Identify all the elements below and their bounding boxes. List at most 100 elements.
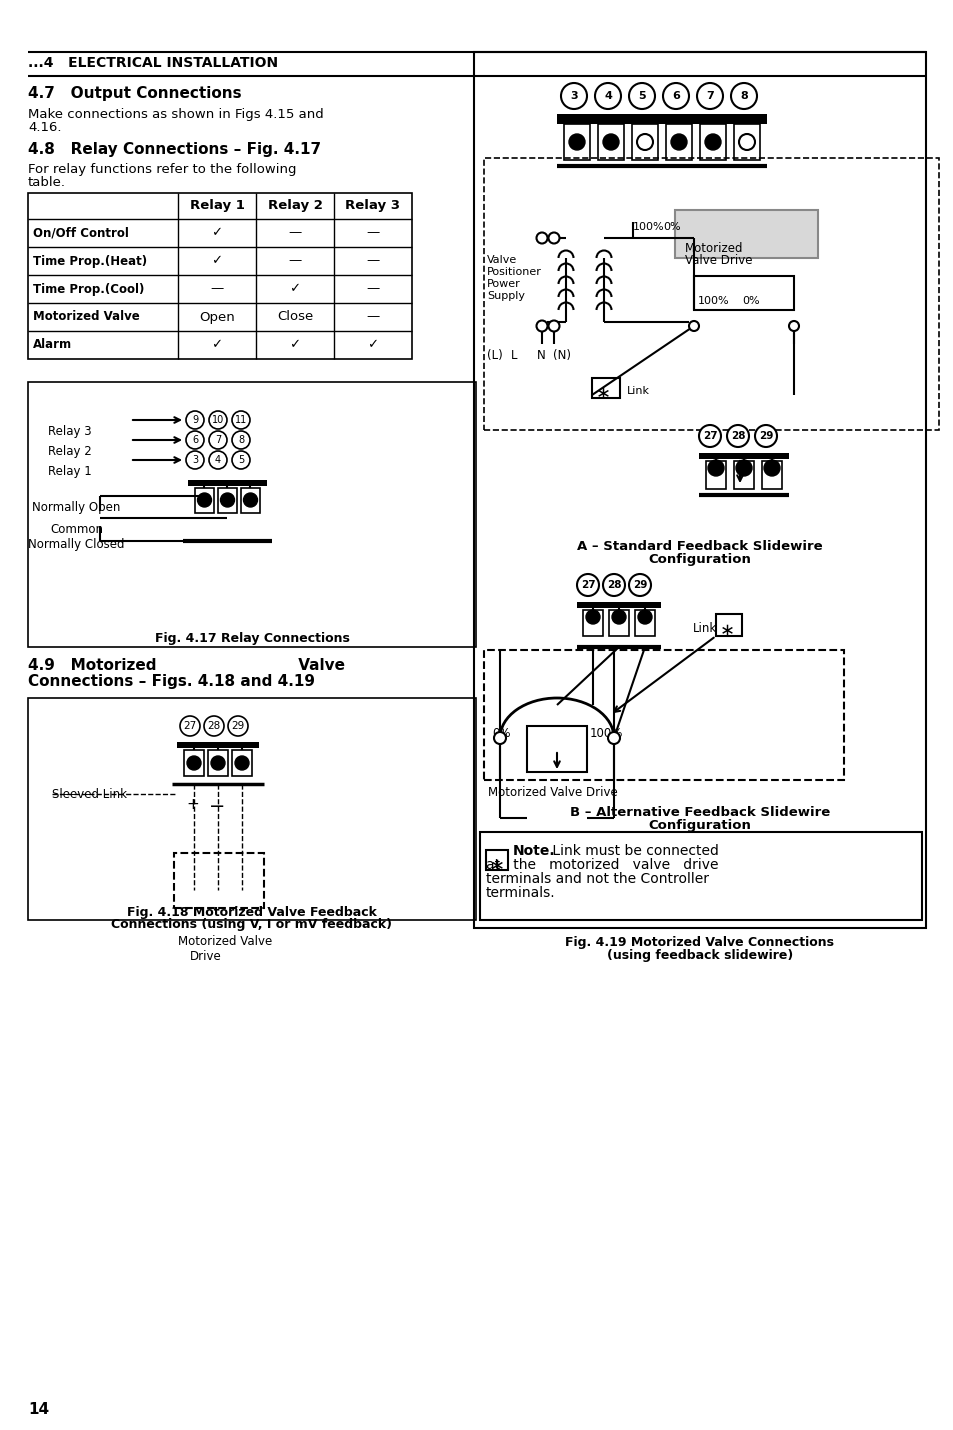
Text: 28: 28 <box>730 430 744 440</box>
Circle shape <box>209 450 227 469</box>
Text: 29: 29 <box>632 581 646 591</box>
Text: 8: 8 <box>740 92 747 102</box>
Text: Configuration: Configuration <box>648 819 751 832</box>
Text: ✓: ✓ <box>289 283 300 296</box>
Circle shape <box>637 134 652 150</box>
Text: Relay 1: Relay 1 <box>190 200 244 213</box>
Text: —: — <box>366 310 379 323</box>
Text: Positioner: Positioner <box>486 267 541 277</box>
Text: On/Off Control: On/Off Control <box>33 226 129 239</box>
Circle shape <box>697 83 722 109</box>
Text: 28: 28 <box>606 581 620 591</box>
Circle shape <box>688 320 699 330</box>
Circle shape <box>186 410 204 429</box>
Bar <box>173 854 264 908</box>
Circle shape <box>228 716 248 736</box>
Bar <box>608 611 628 636</box>
Text: 6: 6 <box>192 435 198 445</box>
Text: —: — <box>366 283 379 296</box>
Bar <box>208 749 228 776</box>
Bar <box>700 124 725 160</box>
Bar <box>28 382 476 646</box>
Text: 27: 27 <box>580 581 595 591</box>
Text: Relay 2: Relay 2 <box>48 445 91 458</box>
Bar <box>761 460 781 489</box>
Bar <box>665 124 691 160</box>
Text: Alarm: Alarm <box>33 339 72 352</box>
Bar <box>28 698 476 919</box>
Bar <box>241 488 260 513</box>
Text: 27: 27 <box>183 721 196 731</box>
Text: 100%: 100% <box>589 726 622 739</box>
Circle shape <box>595 83 620 109</box>
Text: Valve: Valve <box>486 255 517 265</box>
Text: Motorized Valve: Motorized Valve <box>178 935 272 948</box>
Text: 3: 3 <box>192 455 198 465</box>
Circle shape <box>754 425 776 448</box>
Circle shape <box>548 233 558 243</box>
Bar <box>582 611 602 636</box>
Circle shape <box>638 611 651 623</box>
Text: ✓: ✓ <box>367 339 378 352</box>
Circle shape <box>763 460 780 476</box>
Circle shape <box>628 573 650 596</box>
Text: (L): (L) <box>486 349 502 362</box>
Text: 10: 10 <box>212 415 224 425</box>
Text: Make connections as shown in Figs 4.15 and: Make connections as shown in Figs 4.15 a… <box>28 109 323 122</box>
Text: For relay functions refer to the following: For relay functions refer to the followi… <box>28 163 296 176</box>
Text: Motorized Valve Drive: Motorized Valve Drive <box>488 787 618 799</box>
Text: 4.7   Output Connections: 4.7 Output Connections <box>28 86 241 102</box>
Bar <box>483 157 938 430</box>
Circle shape <box>232 430 250 449</box>
Bar <box>28 193 412 359</box>
Text: 11: 11 <box>234 415 247 425</box>
Text: 6: 6 <box>671 92 679 102</box>
Circle shape <box>788 320 799 330</box>
Text: Power: Power <box>486 279 520 289</box>
Text: ✓: ✓ <box>212 255 222 267</box>
Text: N: N <box>537 349 545 362</box>
Text: 7: 7 <box>214 435 221 445</box>
Circle shape <box>211 756 225 769</box>
Text: 29: 29 <box>232 721 244 731</box>
Circle shape <box>232 410 250 429</box>
Text: Link must be connected: Link must be connected <box>547 844 719 858</box>
Bar <box>188 480 267 486</box>
Text: 0%: 0% <box>741 296 759 306</box>
Circle shape <box>209 410 227 429</box>
Circle shape <box>707 460 723 476</box>
Text: Open: Open <box>199 310 234 323</box>
Text: Connections – Figs. 4.18 and 4.19: Connections – Figs. 4.18 and 4.19 <box>28 674 314 689</box>
Text: 14: 14 <box>28 1401 49 1417</box>
Circle shape <box>232 450 250 469</box>
Text: 4: 4 <box>214 455 221 465</box>
Text: Motorized: Motorized <box>684 242 742 255</box>
Text: —: — <box>211 283 223 296</box>
Bar <box>716 613 741 636</box>
Text: Time Prop.(Cool): Time Prop.(Cool) <box>33 283 144 296</box>
Text: A – Standard Feedback Slidewire: A – Standard Feedback Slidewire <box>577 541 821 553</box>
Text: 3: 3 <box>570 92 578 102</box>
Text: 0%: 0% <box>662 222 679 232</box>
Text: terminals.: terminals. <box>485 887 555 899</box>
Text: ∗: ∗ <box>596 385 611 403</box>
Text: ∗: ∗ <box>720 622 735 641</box>
Bar <box>563 124 589 160</box>
Bar <box>232 749 252 776</box>
Text: Relay 1: Relay 1 <box>48 465 91 478</box>
Text: ✓: ✓ <box>212 226 222 239</box>
Bar <box>557 114 766 124</box>
Bar <box>635 611 655 636</box>
Circle shape <box>197 493 212 508</box>
Text: 100%: 100% <box>633 222 664 232</box>
Text: Connections (using V, I or mV feedback): Connections (using V, I or mV feedback) <box>112 918 392 931</box>
Bar <box>577 602 660 608</box>
Circle shape <box>704 134 720 150</box>
Text: 28: 28 <box>207 721 220 731</box>
Circle shape <box>180 716 200 736</box>
Circle shape <box>494 732 505 744</box>
Bar <box>479 832 921 919</box>
Circle shape <box>186 450 204 469</box>
Bar <box>675 210 817 257</box>
Circle shape <box>607 732 619 744</box>
